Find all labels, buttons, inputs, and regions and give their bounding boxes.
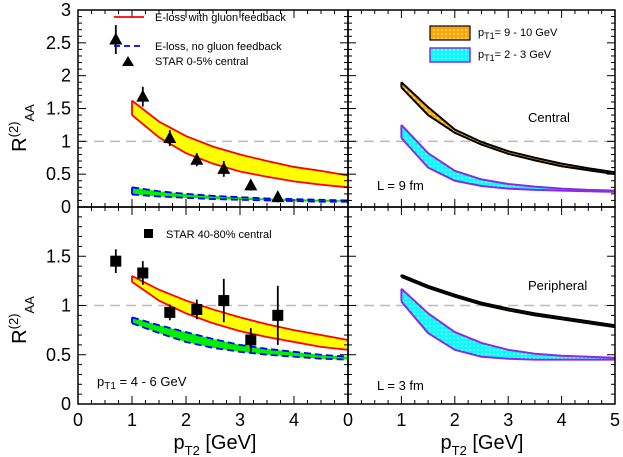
- x-tick-label-bottom-left-2: 2: [181, 410, 191, 430]
- annotation-l-9fm: L = 9 fm: [377, 178, 424, 193]
- legend-label-no-gluon-feedback: E-loss, no gluon feedback: [155, 41, 282, 53]
- legend-label-star-central: STAR 0-5% central: [155, 56, 248, 68]
- band-upper-top-right-0: [400, 81, 616, 174]
- annotation-pt1-range: pT1 = 4 - 6 GeV: [97, 374, 187, 392]
- y-tick-label-bottom-left-1: 0.5: [46, 345, 71, 365]
- data-point-top-left-6: [271, 190, 285, 203]
- x-tick-label-bottom-right-4: 4: [557, 410, 567, 430]
- band-upper-bottom-right-1: [400, 288, 616, 359]
- x-tick-label-bottom-left-3: 3: [235, 410, 245, 430]
- y-tick-label-top-left-3: 1.5: [46, 99, 71, 119]
- legend-label-gluon-feedback: E-loss with gluon feedback: [155, 12, 286, 24]
- panel-top-left: 0 0.5 1 1.5 2 2.5 3: [46, 0, 349, 217]
- y-tick-label-bottom-left-0: 0: [61, 394, 71, 414]
- data-point-top-left-3: [190, 152, 204, 165]
- y-tick-label-bottom-left-2: 1: [61, 296, 71, 316]
- data-point-top-left-1: [136, 89, 150, 102]
- legend-top-right: pT1= 9 - 10 GeV pT1= 2 - 3 GeV: [429, 25, 558, 63]
- x-tick-label-bottom-right-5: 5: [610, 410, 620, 430]
- band-lower-top-right-0: [400, 86, 616, 176]
- annotation-l-3fm: L = 3 fm: [377, 378, 424, 393]
- data-point-top-left-4: [217, 161, 231, 174]
- legend-label-pt1-9-10: pT1= 9 - 10 GeV: [478, 27, 558, 41]
- y-tick-label-top-left-2: 1: [61, 131, 71, 151]
- x-tick-label-bottom-left-1: 1: [127, 410, 137, 430]
- data-point-bottom-left-0: [110, 255, 122, 267]
- x-axis-title-right: pT2 [GeV]: [441, 432, 524, 457]
- band-upper-bottom-right-0: [401, 274, 616, 327]
- legend-label-pt1-2-3: pT1= 2 - 3 GeV: [478, 49, 552, 63]
- data-point-top-left-0: [109, 32, 123, 45]
- x-axis-title-left: pT2 [GeV]: [174, 432, 257, 457]
- legend-top-left: E-loss with gluon feedback E-loss, no gl…: [114, 12, 286, 68]
- band-fill-top-left-0: [132, 100, 348, 188]
- data-point-bottom-left-5: [245, 334, 257, 346]
- legend-box-orange: [429, 25, 471, 41]
- band-lower-bottom-left-1: [131, 322, 349, 361]
- band-fill-top-left-1: [132, 187, 348, 202]
- band-upper-top-right-1: [400, 124, 616, 192]
- annotation-central: Central: [528, 110, 570, 125]
- band-upper-top-left-1: [131, 186, 349, 202]
- y-axis-title-bottom: R(2)AA: [6, 296, 37, 344]
- band-upper-bottom-left-1: [131, 316, 349, 358]
- y-tick-label-top-left-1: 0.5: [46, 164, 71, 184]
- band-lower-top-right-1: [400, 137, 616, 193]
- y-tick-label-top-left-5: 2.5: [46, 33, 71, 53]
- data-point-top-left-2: [163, 131, 177, 144]
- legend-marker-square: [144, 229, 153, 238]
- data-point-bottom-left-4: [218, 295, 230, 307]
- x-tick-label-bottom-left-0: 0: [73, 410, 83, 430]
- x-tick-label-bottom-right-3: 3: [503, 410, 513, 430]
- legend-label-star-peripheral: STAR 40-80% central: [166, 229, 272, 241]
- data-point-bottom-left-3: [191, 303, 203, 315]
- data-point-top-left-5: [244, 178, 258, 191]
- y-tick-label-bottom-left-3: 1.5: [46, 246, 71, 266]
- legend-box-cyan: [429, 47, 471, 63]
- y-tick-label-top-left-6: 3: [61, 0, 71, 20]
- band-lower-bottom-right-0: [401, 276, 616, 329]
- y-tick-label-top-left-4: 2: [61, 66, 71, 86]
- annotation-peripheral: Peripheral: [528, 278, 587, 293]
- data-point-bottom-left-6: [272, 309, 284, 321]
- data-point-bottom-left-2: [164, 306, 176, 318]
- band-lower-bottom-left-0: [131, 281, 349, 351]
- x-tick-label-bottom-left-4: 4: [289, 410, 299, 430]
- band-fill-bottom-left-0: [132, 275, 348, 350]
- band-lower-bottom-right-1: [400, 300, 615, 361]
- y-axis-title-top: R(2)AA: [6, 104, 37, 152]
- legend-bottom-left: STAR 40-80% central: [144, 229, 272, 241]
- band-fill-top-right-1: [401, 124, 615, 192]
- band-upper-top-left-0: [131, 99, 349, 177]
- band-fill-bottom-right-1: [401, 288, 615, 360]
- data-point-bottom-left-1: [137, 267, 149, 279]
- band-upper-bottom-left-0: [131, 275, 349, 341]
- panel-bottom-right: 0 1 2 3 4 5: [343, 206, 620, 430]
- y-tick-label-top-left-0: 0: [61, 197, 71, 217]
- legend-marker-triangle: [122, 56, 134, 66]
- x-tick-label-bottom-right-1: 1: [396, 410, 406, 430]
- x-tick-label-bottom-right-2: 2: [450, 410, 460, 430]
- band-lower-top-left-1: [131, 193, 348, 203]
- x-tick-label-bottom-right-0: 0: [343, 410, 353, 430]
